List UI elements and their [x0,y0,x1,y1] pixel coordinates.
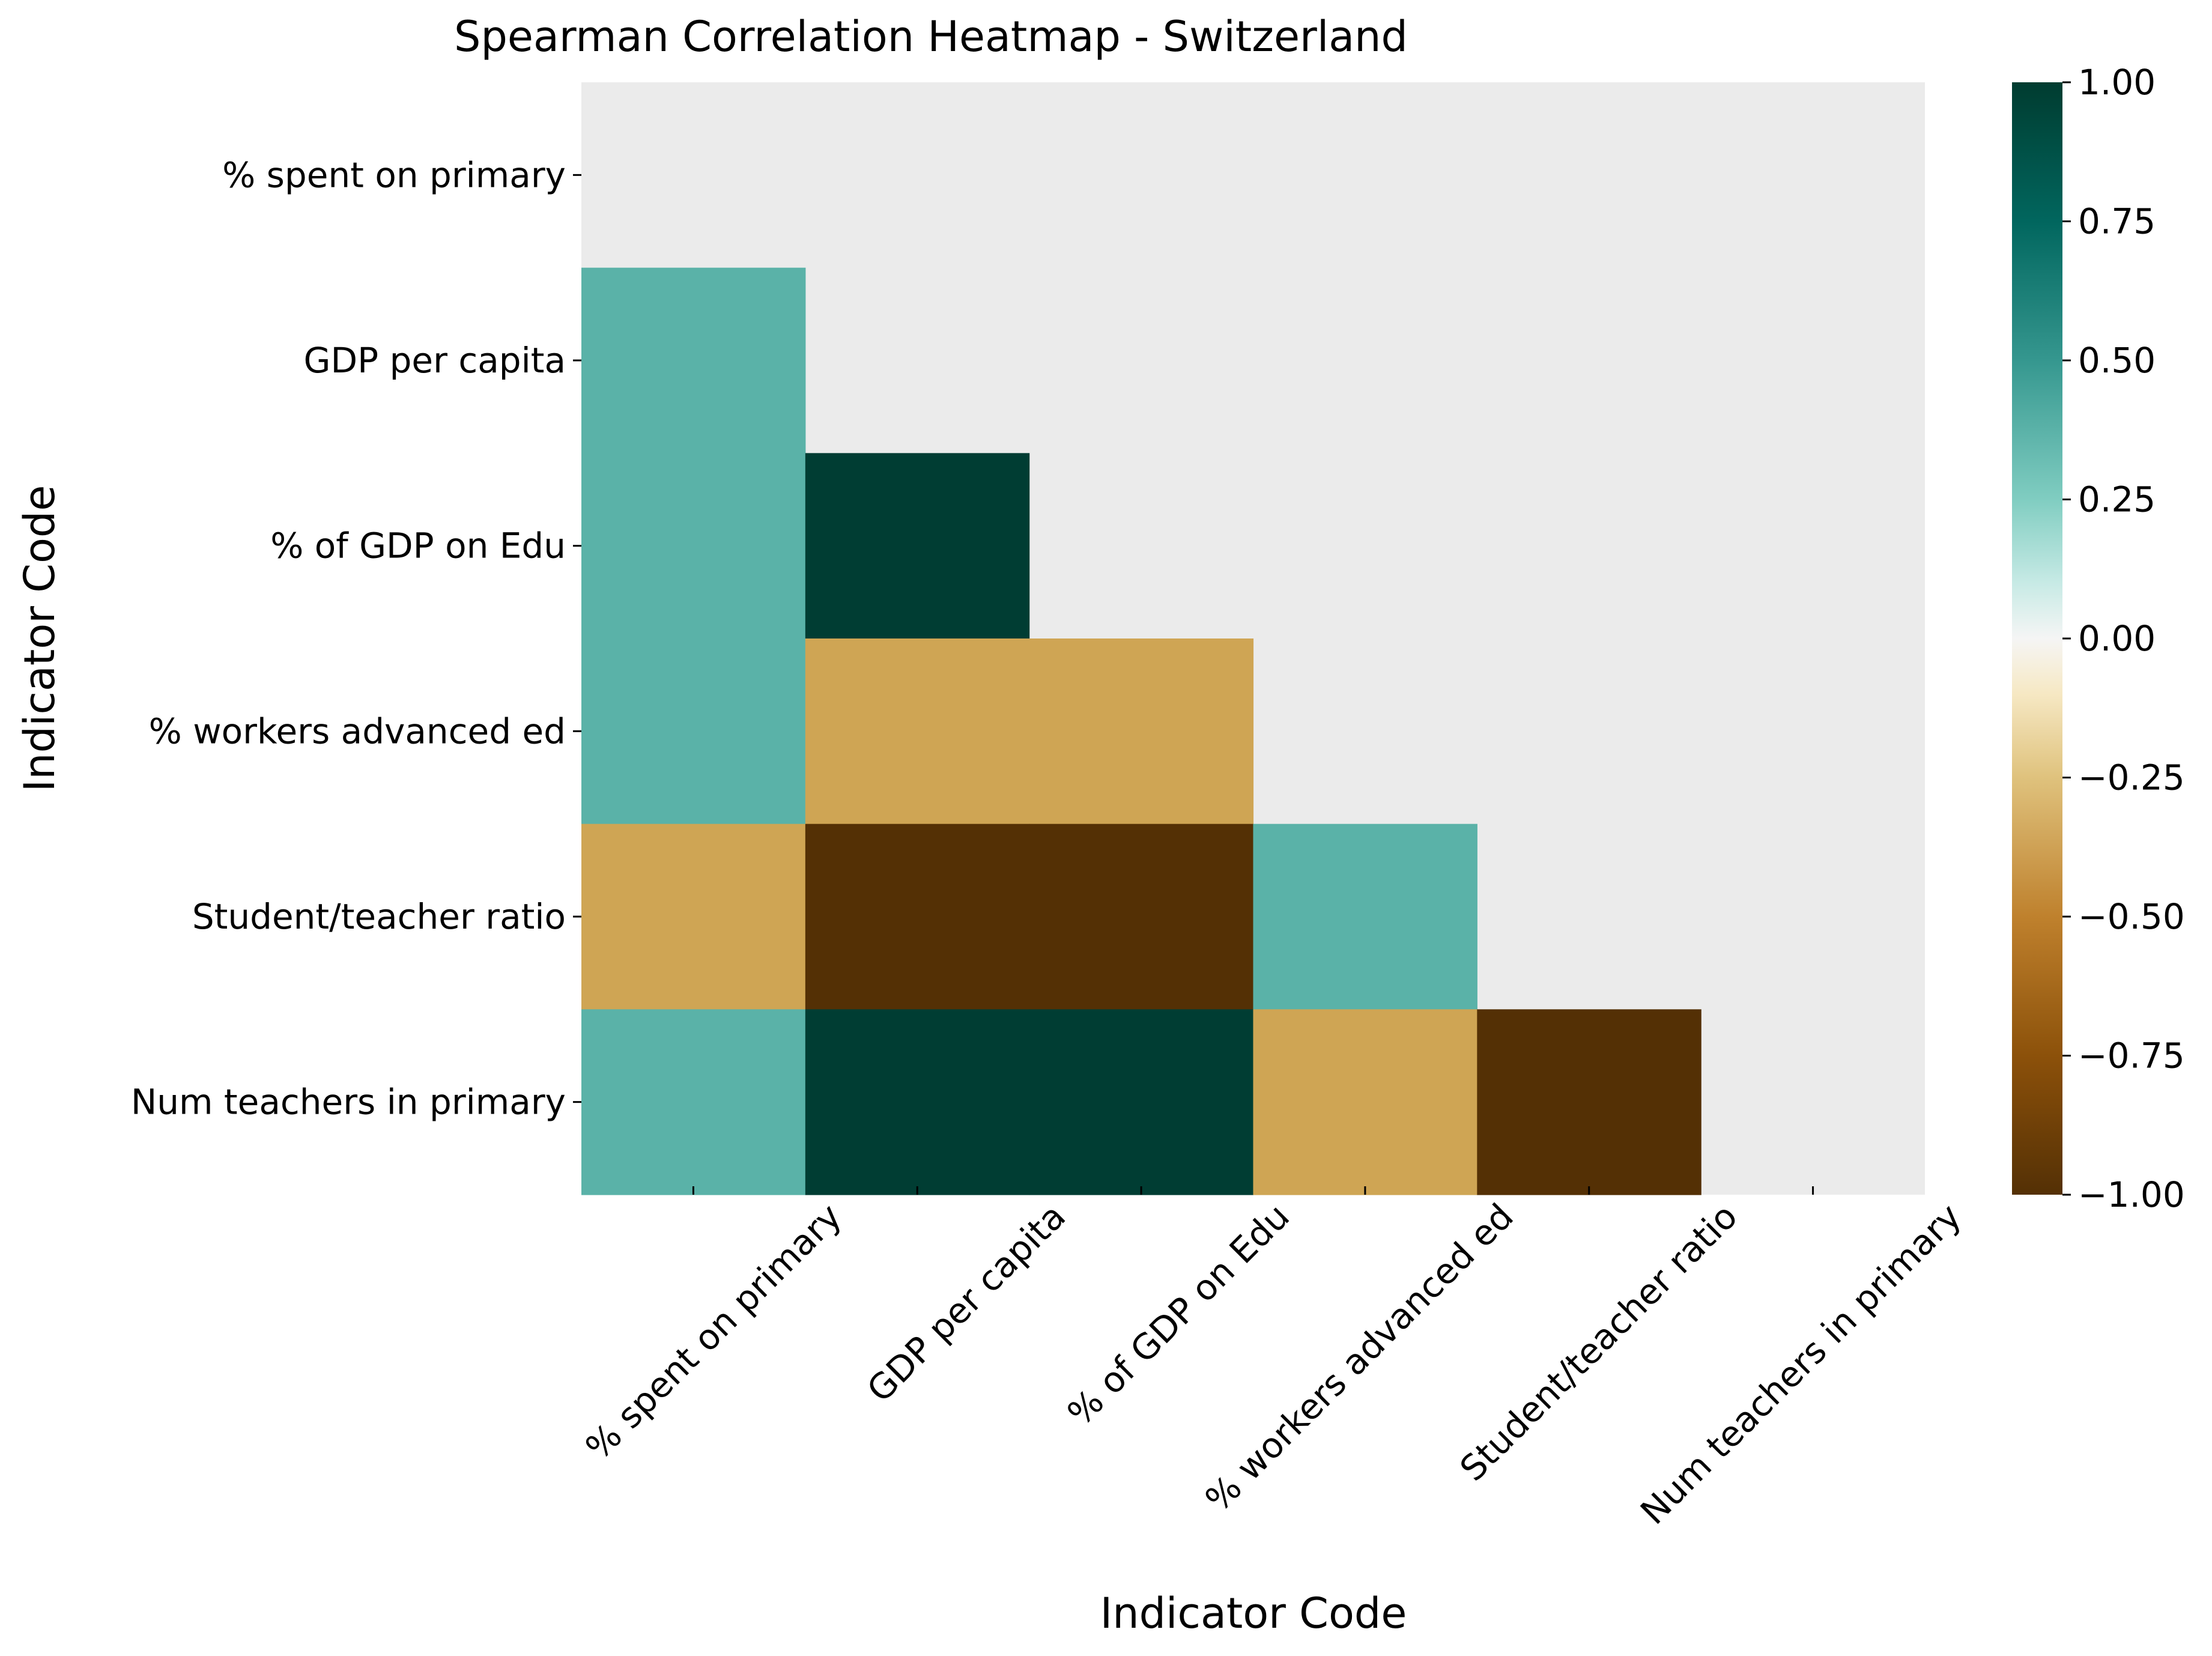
x-tick-label: GDP per capita [859,1196,1073,1410]
colorbar-tick-label: −1.00 [2078,1174,2185,1215]
heatmap-cell [805,1009,1030,1195]
colorbar-tick-label: −0.75 [2078,1036,2185,1076]
y-tick-label: % of GDP on Edu [270,526,566,566]
colorbar-tick-label: −0.50 [2078,896,2185,937]
plot-area [581,82,1925,1195]
y-axis-ticks: % spent on primary GDP per capita % of GDP… [131,154,581,1123]
heatmap-cell [581,267,806,453]
y-axis-label: Indicator Code [15,485,64,792]
heatmap-cell [1029,1009,1254,1195]
colorbar-tick-label: −0.25 [2078,757,2185,798]
x-axis-label: Indicator Code [1100,1589,1407,1638]
heatmap-cell [1029,823,1254,1010]
colorbar-tick-label: 0.50 [2078,340,2156,381]
colorbar-gradient [2012,82,2062,1195]
y-tick-label: GDP per capita [304,340,566,381]
y-tick-label: Num teachers in primary [131,1082,566,1123]
heatmap-cell [581,1009,806,1195]
x-axis-ticks: % spent on primary GDP per capita% of GDP… [578,1186,1969,1532]
heatmap-cell [805,823,1030,1010]
heatmap-cell [1477,1009,1701,1195]
colorbar-ticks: 1.00 0.75 0.50 0.25 0.00 −0.25 −0.50 −0.75 −1.00 [2062,62,2185,1215]
heatmap-cell [1029,638,1254,825]
colorbar-tick-label: 0.00 [2078,618,2156,659]
y-tick-label: % spent on primary [222,154,566,195]
heatmap-cell [581,638,806,825]
heatmap-cell [1253,823,1477,1010]
heatmap-cell [581,453,806,639]
heatmap-cell [805,453,1030,639]
colorbar: 1.00 0.75 0.50 0.25 0.00 −0.25 −0.50 −0.75 −1.00 [2012,62,2185,1215]
y-tick-label: % workers advanced ed [149,711,566,751]
heatmap-cells [581,267,1701,1195]
heatmap-cell [805,638,1030,825]
x-tick-label: % spent on primary [578,1196,849,1467]
y-tick-label: Student/teacher ratio [192,896,566,937]
x-tick-label: % of GDP on Edu [1059,1196,1297,1434]
heatmap-cell [1253,1009,1477,1195]
heatmap-cell [581,823,806,1010]
colorbar-tick-label: 0.25 [2078,479,2156,520]
colorbar-tick-label: 1.00 [2078,62,2156,103]
colorbar-tick-label: 0.75 [2078,201,2156,242]
chart-title: Spearman Correlation Heatmap - Switzerla… [454,12,1408,61]
